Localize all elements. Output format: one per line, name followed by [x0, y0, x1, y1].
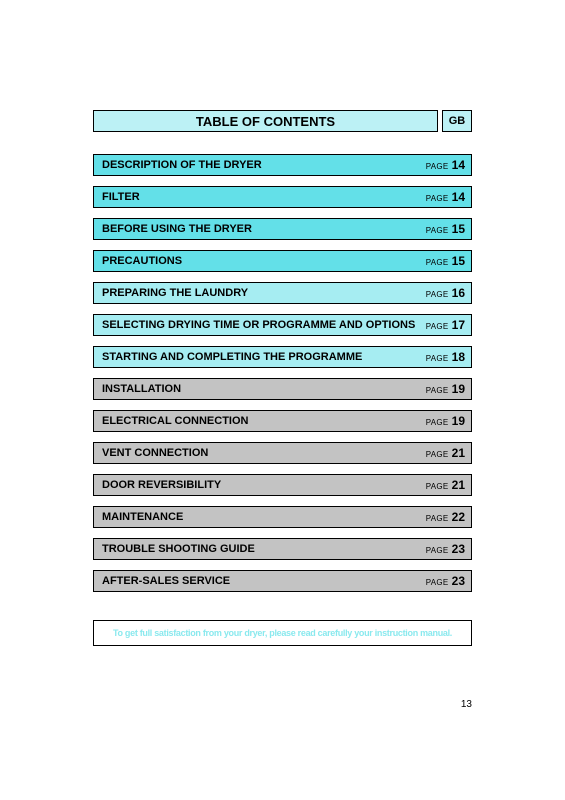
page-label: PAGE	[426, 546, 449, 555]
toc-row: TROUBLE SHOOTING GUIDE PAGE 23	[93, 538, 472, 560]
toc-entry-label: STARTING AND COMPLETING THE PROGRAMME	[102, 351, 362, 363]
toc-entry-label: DESCRIPTION OF THE DRYER	[102, 159, 262, 171]
page-label: PAGE	[426, 194, 449, 203]
page-label: PAGE	[426, 162, 449, 171]
toc-entry-page: PAGE 21	[422, 446, 465, 460]
page-label: PAGE	[426, 578, 449, 587]
language-code-box: GB	[442, 110, 472, 132]
toc-entry-label: TROUBLE SHOOTING GUIDE	[102, 543, 255, 555]
page-label: PAGE	[426, 514, 449, 523]
page-number: 13	[461, 699, 472, 710]
toc-row: AFTER-SALES SERVICE PAGE 23	[93, 570, 472, 592]
toc-list: DESCRIPTION OF THE DRYER PAGE 14 FILTER PAG…	[93, 154, 472, 592]
footer-note-text: To get full satisfaction from your dryer…	[113, 628, 452, 638]
toc-header-row: TABLE OF CONTENTS GB	[93, 110, 472, 132]
page-number-value: 18	[452, 350, 465, 364]
page-number-value: 16	[452, 286, 465, 300]
toc-row: FILTER PAGE 14	[93, 186, 472, 208]
page-number-value: 19	[452, 414, 465, 428]
page-number-value: 15	[452, 254, 465, 268]
page-number-value: 19	[452, 382, 465, 396]
page-label: PAGE	[426, 290, 449, 299]
toc-entry-page: PAGE 23	[422, 542, 465, 556]
toc-entry-label: PREPARING THE LAUNDRY	[102, 287, 248, 299]
toc-row: SELECTING DRYING TIME OR PROGRAMME AND O…	[93, 314, 472, 336]
toc-title-box: TABLE OF CONTENTS	[93, 110, 438, 132]
toc-entry-page: PAGE 19	[422, 382, 465, 396]
page-number-value: 15	[452, 222, 465, 236]
toc-entry-label: VENT CONNECTION	[102, 447, 208, 459]
toc-row: VENT CONNECTION PAGE 21	[93, 442, 472, 464]
page-number-value: 17	[452, 318, 465, 332]
footer-note-box: To get full satisfaction from your dryer…	[93, 620, 472, 646]
toc-row: PREPARING THE LAUNDRY PAGE 16	[93, 282, 472, 304]
toc-entry-label: AFTER-SALES SERVICE	[102, 575, 230, 587]
page-label: PAGE	[426, 226, 449, 235]
toc-entry-page: PAGE 19	[422, 414, 465, 428]
toc-entry-label: BEFORE USING THE DRYER	[102, 223, 252, 235]
toc-entry-label: DOOR REVERSIBILITY	[102, 479, 221, 491]
page-label: PAGE	[426, 418, 449, 427]
toc-row: DOOR REVERSIBILITY PAGE 21	[93, 474, 472, 496]
page-number-value: 14	[452, 158, 465, 172]
toc-entry-label: INSTALLATION	[102, 383, 181, 395]
toc-row: DESCRIPTION OF THE DRYER PAGE 14	[93, 154, 472, 176]
page-label: PAGE	[426, 482, 449, 491]
toc-row: MAINTENANCE PAGE 22	[93, 506, 472, 528]
page-number-value: 21	[452, 446, 465, 460]
toc-entry-label: PRECAUTIONS	[102, 255, 182, 267]
toc-entry-page: PAGE 21	[422, 478, 465, 492]
toc-entry-label: SELECTING DRYING TIME OR PROGRAMME AND O…	[102, 319, 415, 331]
page-label: PAGE	[426, 450, 449, 459]
page-number-value: 23	[452, 542, 465, 556]
toc-entry-page: PAGE 14	[422, 190, 465, 204]
page-number-value: 21	[452, 478, 465, 492]
page-label: PAGE	[426, 354, 449, 363]
toc-row: PRECAUTIONS PAGE 15	[93, 250, 472, 272]
page-container: TABLE OF CONTENTS GB DESCRIPTION OF THE …	[0, 0, 565, 646]
toc-row: BEFORE USING THE DRYER PAGE 15	[93, 218, 472, 240]
toc-entry-page: PAGE 15	[422, 254, 465, 268]
toc-entry-page: PAGE 15	[422, 222, 465, 236]
toc-entry-page: PAGE 18	[422, 350, 465, 364]
toc-entry-page: PAGE 16	[422, 286, 465, 300]
page-number-value: 22	[452, 510, 465, 524]
page-number-value: 23	[452, 574, 465, 588]
toc-entry-label: MAINTENANCE	[102, 511, 183, 523]
toc-row: STARTING AND COMPLETING THE PROGRAMME PAG…	[93, 346, 472, 368]
toc-row: ELECTRICAL CONNECTION PAGE 19	[93, 410, 472, 432]
toc-row: INSTALLATION PAGE 19	[93, 378, 472, 400]
toc-entry-label: FILTER	[102, 191, 140, 203]
toc-entry-page: PAGE 22	[422, 510, 465, 524]
page-label: PAGE	[426, 258, 449, 267]
toc-entry-page: PAGE 14	[422, 158, 465, 172]
toc-entry-page: PAGE 17	[422, 318, 465, 332]
toc-entry-label: ELECTRICAL CONNECTION	[102, 415, 248, 427]
toc-entry-page: PAGE 23	[422, 574, 465, 588]
page-number-value: 14	[452, 190, 465, 204]
page-label: PAGE	[426, 386, 449, 395]
page-label: PAGE	[426, 322, 449, 331]
